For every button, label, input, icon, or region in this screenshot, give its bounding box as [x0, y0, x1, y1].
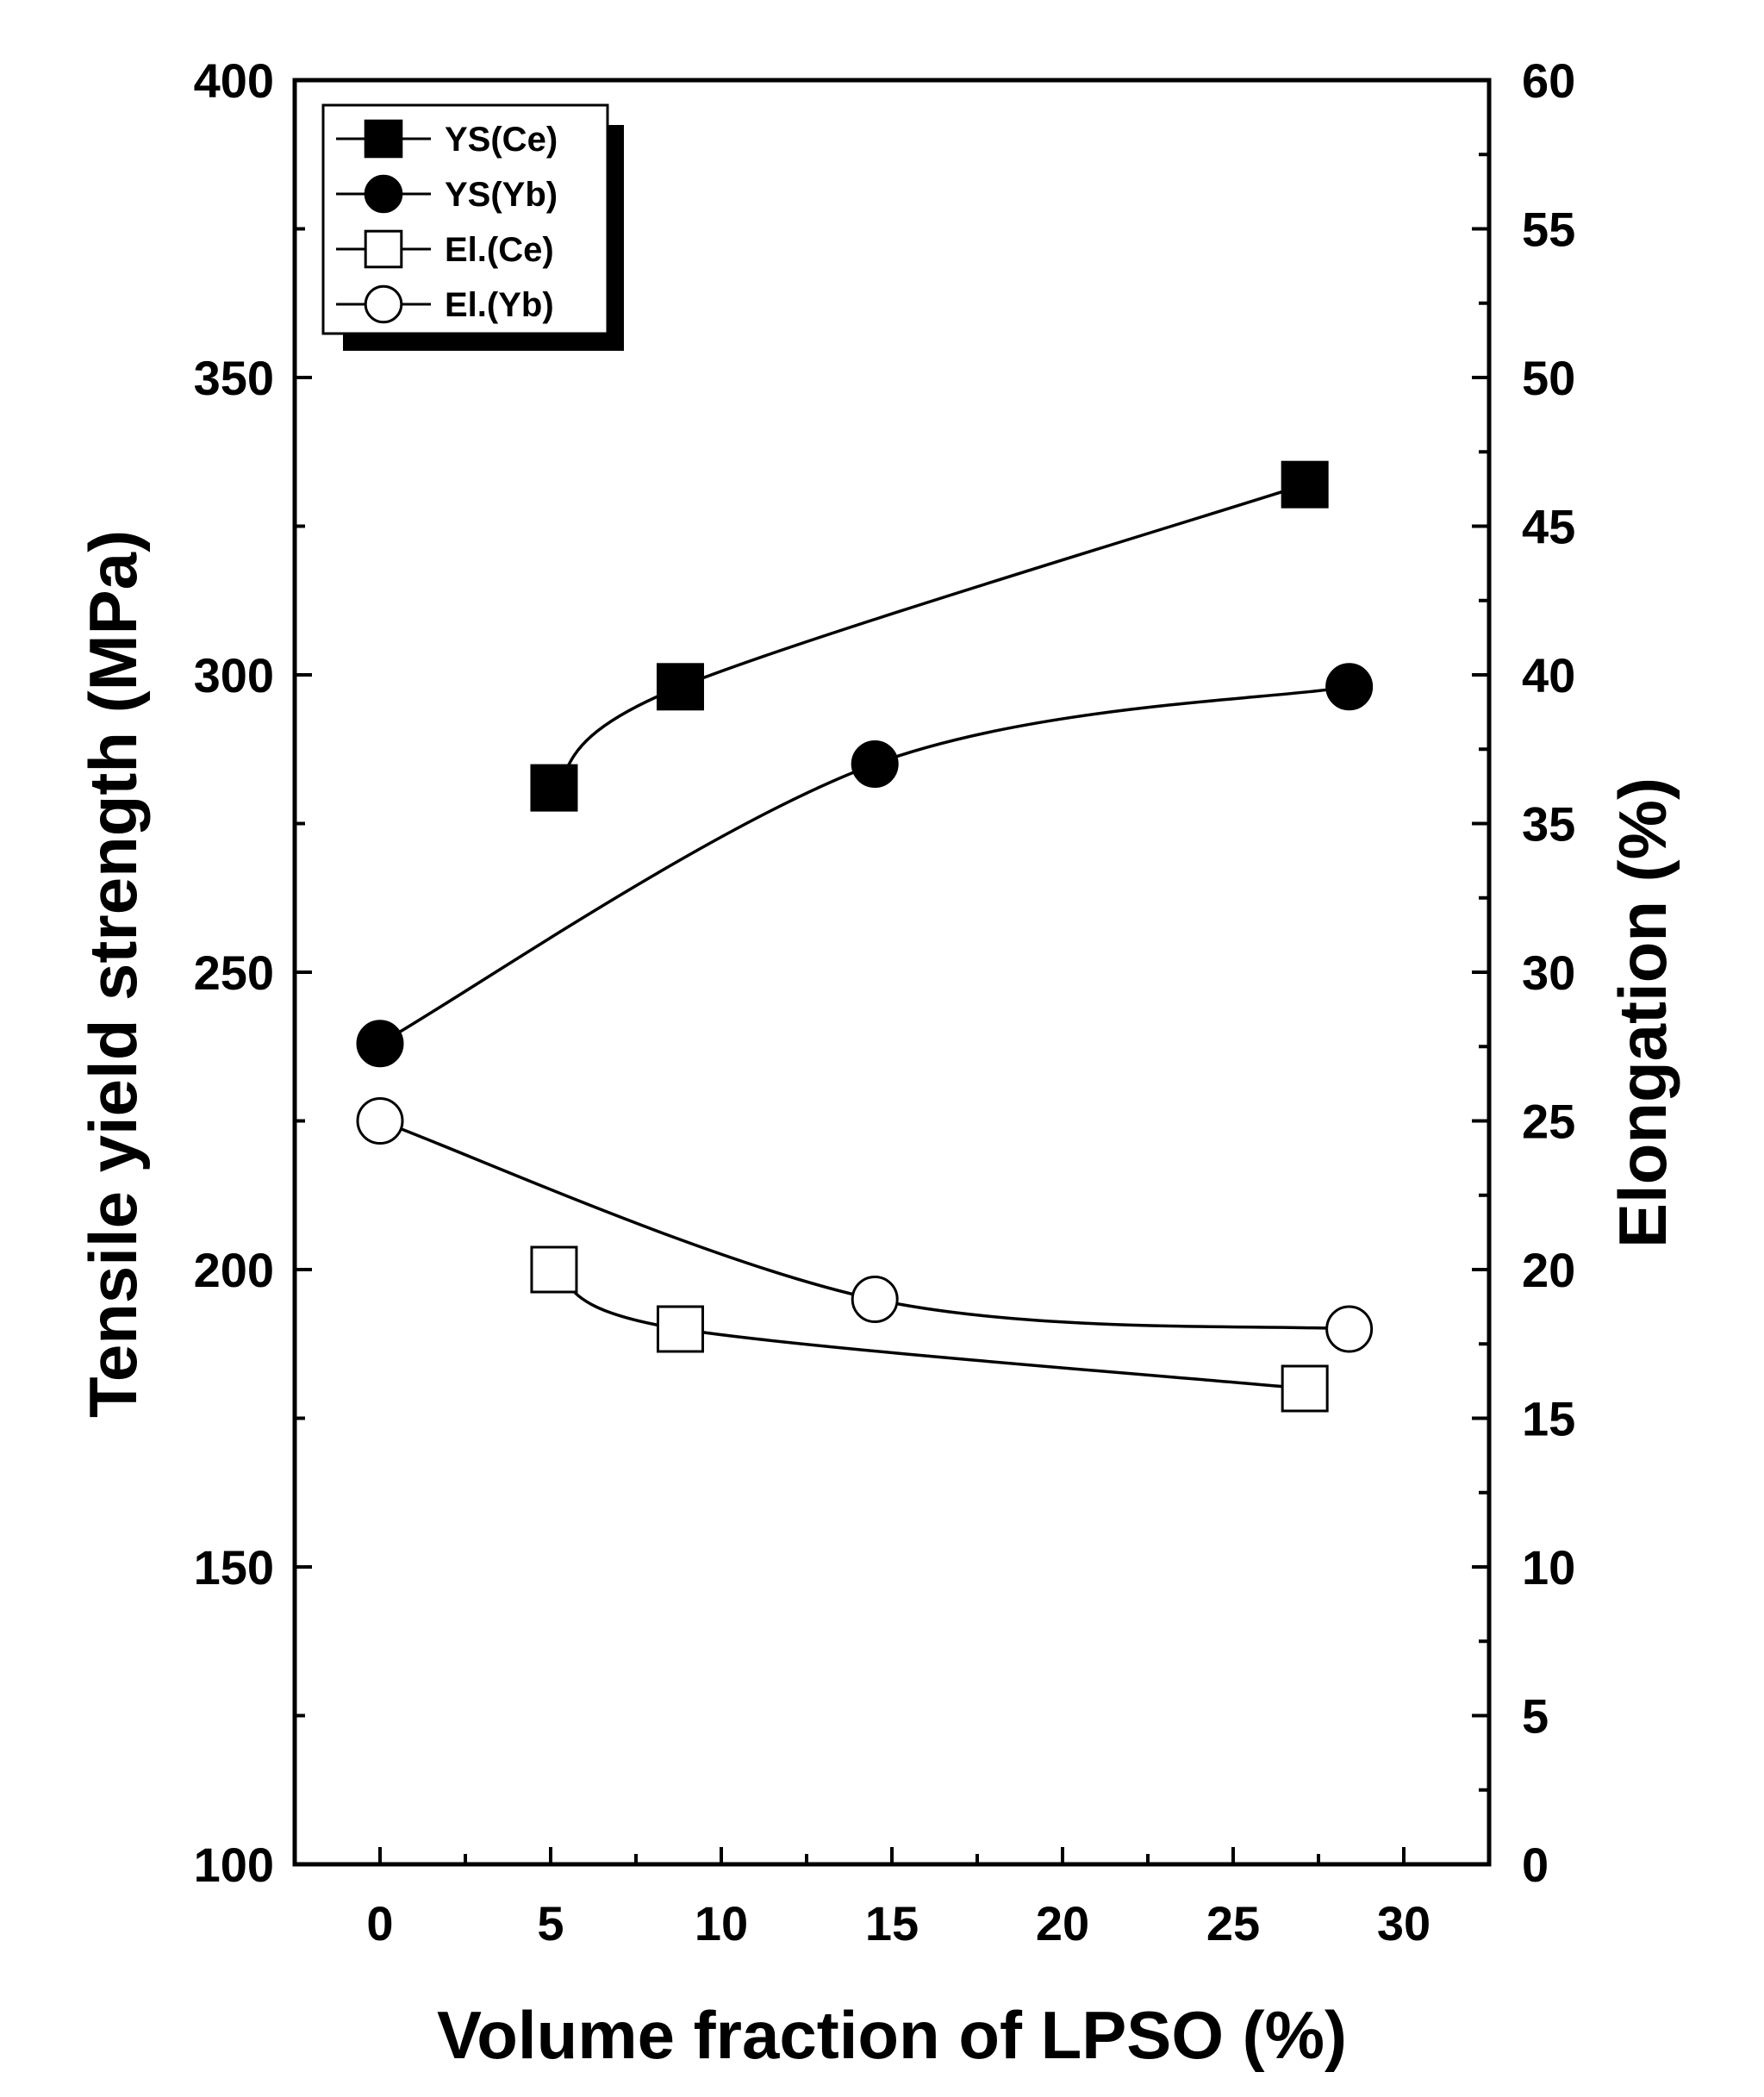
series-line-1 [379, 685, 1349, 1045]
x-tick-label: 0 [366, 1896, 393, 1950]
y-axis-left-title: Tensile yield strength (MPa) [75, 530, 151, 1418]
x-axis-title: Volume fraction of LPSO (%) [437, 1997, 1347, 2073]
y-right-tick-label: 15 [1522, 1392, 1575, 1446]
x-tick-label: 5 [537, 1896, 564, 1950]
x-tick-label: 15 [865, 1896, 919, 1950]
y-right-tick-label: 25 [1522, 1095, 1575, 1149]
data-point [356, 1020, 404, 1068]
y-left-tick-label: 250 [194, 946, 274, 1000]
data-markers [356, 460, 1374, 1413]
y-right-tick-label: 55 [1522, 203, 1575, 257]
data-point [656, 1305, 704, 1353]
y-right-tick-label: 20 [1522, 1243, 1575, 1297]
y-left-tick-label: 300 [194, 648, 274, 702]
legend-marker [364, 119, 403, 159]
axis-ticks: 0 5 10 15 20 25 30 100 150 200 250 300 350 400 0 5 10 15 2… [194, 53, 1576, 1950]
data-point [1325, 1305, 1374, 1353]
data-point [851, 1276, 899, 1323]
y-right-tick-label: 60 [1522, 53, 1575, 108]
y-right-tick-label: 35 [1522, 797, 1575, 852]
y-axis-right-title: Elongation (%) [1605, 777, 1680, 1248]
x-tick-label: 30 [1377, 1896, 1431, 1950]
legend: YS(Ce) YS(Yb) El.(Ce) El.(Yb) [321, 103, 624, 351]
legend-label: YS(Ce) [445, 121, 558, 159]
data-point [656, 663, 704, 711]
legend-marker [364, 229, 403, 269]
data-point [851, 740, 899, 788]
x-tick-label: 20 [1036, 1896, 1089, 1950]
data-point [530, 764, 578, 812]
y-right-tick-label: 50 [1522, 351, 1575, 405]
series-line-0 [552, 483, 1306, 789]
legend-label: El.(Yb) [445, 286, 554, 324]
y-right-tick-label: 10 [1522, 1540, 1575, 1595]
legend-marker [364, 174, 403, 214]
legend-label: El.(Ce) [445, 231, 554, 269]
x-tick-label: 10 [695, 1896, 748, 1950]
y-left-tick-label: 200 [194, 1243, 274, 1297]
y-right-tick-label: 0 [1522, 1838, 1549, 1892]
data-point [530, 1245, 578, 1294]
fit-curves [379, 483, 1349, 1390]
y-right-tick-label: 45 [1522, 500, 1575, 554]
legend-label: YS(Yb) [445, 176, 558, 214]
y-left-tick-label: 150 [194, 1540, 274, 1595]
y-right-tick-label: 30 [1522, 946, 1575, 1000]
y-right-tick-label: 40 [1522, 648, 1575, 702]
y-left-tick-label: 350 [194, 351, 274, 405]
y-right-tick-label: 5 [1522, 1689, 1549, 1744]
y-left-tick-label: 100 [194, 1838, 274, 1892]
x-tick-label: 25 [1206, 1896, 1260, 1950]
data-point [1281, 1364, 1329, 1413]
legend-marker [364, 284, 403, 324]
data-point [1325, 663, 1374, 711]
y-left-tick-label: 400 [194, 53, 274, 108]
data-point [356, 1097, 404, 1145]
data-point [1281, 460, 1329, 509]
